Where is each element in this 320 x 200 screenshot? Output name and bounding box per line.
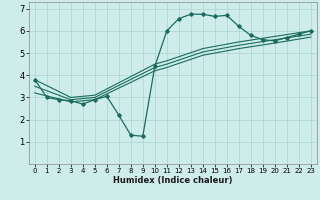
X-axis label: Humidex (Indice chaleur): Humidex (Indice chaleur) bbox=[113, 176, 233, 185]
